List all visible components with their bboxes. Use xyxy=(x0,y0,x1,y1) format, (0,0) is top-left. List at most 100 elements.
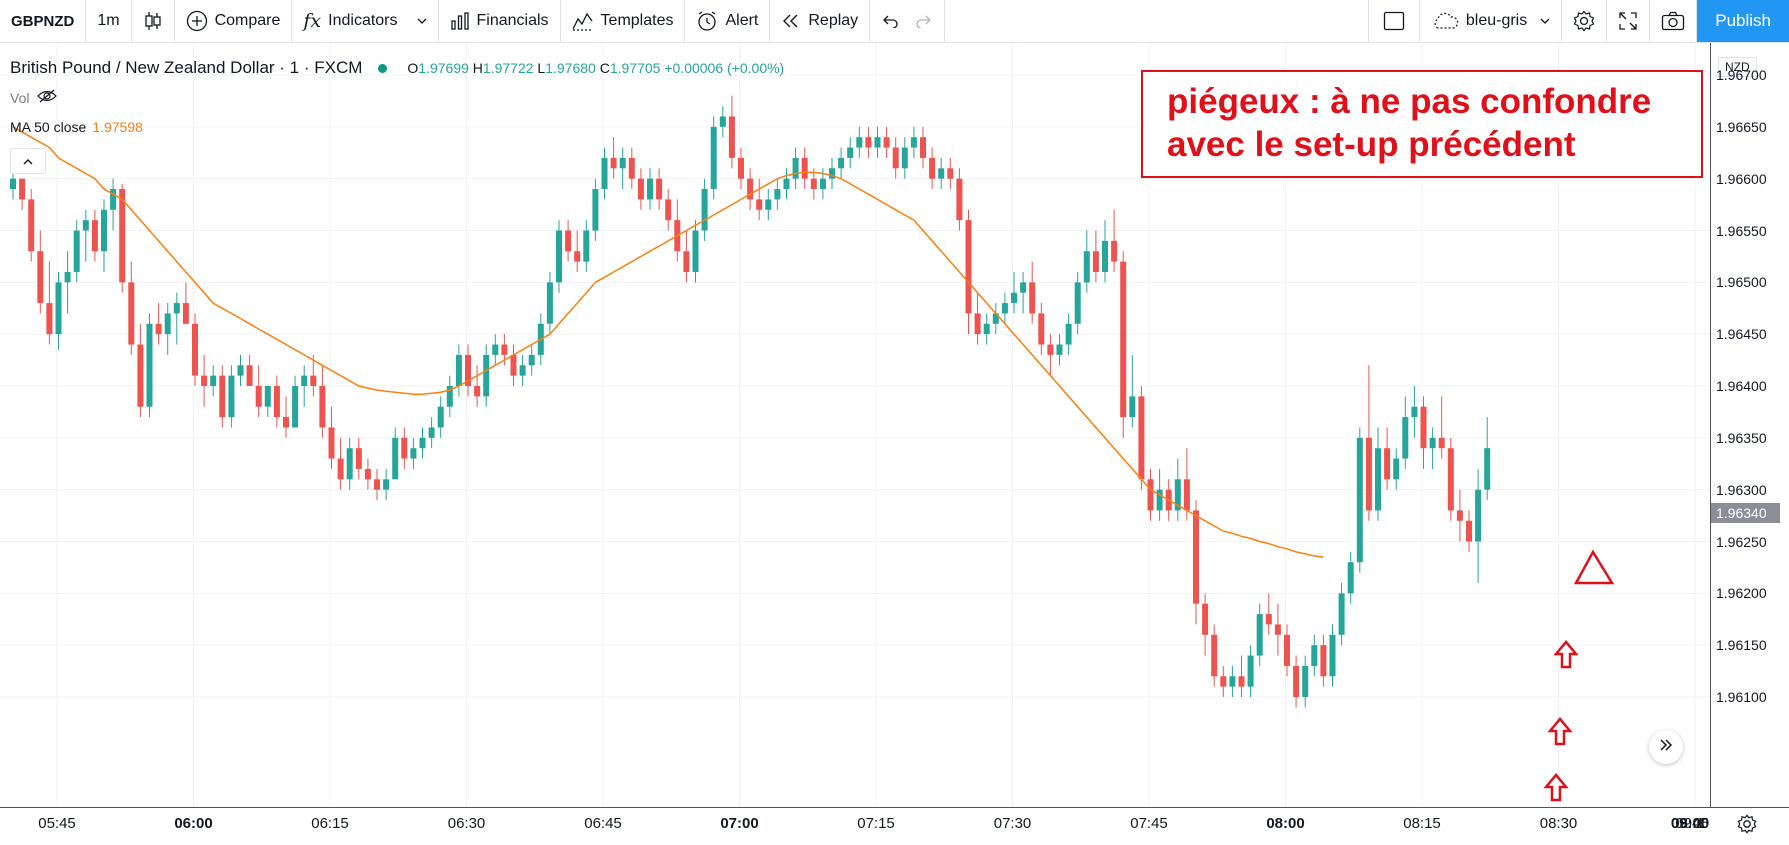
candle-body xyxy=(847,147,854,158)
candle-body xyxy=(428,427,435,438)
candle-body xyxy=(1029,282,1036,314)
eye-hidden-icon[interactable] xyxy=(37,89,58,106)
candle xyxy=(465,344,471,397)
candle xyxy=(201,354,208,407)
replay-button[interactable]: Replay xyxy=(770,0,871,42)
candle xyxy=(592,178,599,241)
candle-body xyxy=(82,220,89,231)
candle-body xyxy=(210,375,217,386)
candle-body xyxy=(1347,562,1354,594)
candle xyxy=(692,220,699,283)
time-scale[interactable] xyxy=(0,807,1789,845)
chart-pane[interactable] xyxy=(0,43,1710,807)
indicators-button[interactable]: 𝑓x Indicators xyxy=(292,0,439,42)
scale-settings-button[interactable] xyxy=(1737,814,1757,839)
templates-button[interactable]: Templates xyxy=(561,0,686,42)
candle xyxy=(637,168,644,210)
annotation-line-2: avec le set-up précédent xyxy=(1167,125,1576,164)
candle xyxy=(765,189,772,221)
price-scale[interactable] xyxy=(1710,43,1789,807)
price-tick-label: 1.96500 xyxy=(1716,274,1767,291)
candle-body xyxy=(64,271,71,283)
candle xyxy=(182,282,189,324)
candle-body xyxy=(929,157,936,179)
close-value: 1.97705 xyxy=(609,60,661,76)
open-label: O xyxy=(407,60,419,76)
candle xyxy=(173,292,180,345)
snapshot-button[interactable] xyxy=(1650,0,1698,42)
candle xyxy=(1138,386,1145,490)
undo-icon[interactable] xyxy=(881,14,899,28)
candle-body xyxy=(1238,676,1245,687)
candle xyxy=(1402,396,1409,469)
candle-body xyxy=(874,137,881,148)
price-chart[interactable] xyxy=(0,43,1710,807)
alert-button[interactable]: Alert xyxy=(685,0,771,42)
candle xyxy=(64,251,71,314)
candle-body xyxy=(920,137,926,158)
candle xyxy=(583,220,590,272)
candle xyxy=(738,147,744,190)
fullscreen-layout-button[interactable] xyxy=(1367,0,1420,42)
candle-body xyxy=(510,354,517,376)
candle-body xyxy=(637,178,644,200)
candle-body xyxy=(392,437,399,480)
candle-body xyxy=(246,365,253,386)
candle-body xyxy=(1274,624,1281,635)
fullscreen-button[interactable] xyxy=(1607,0,1651,42)
scroll-to-realtime-button[interactable] xyxy=(1649,730,1683,764)
ma-label: MA 50 close xyxy=(10,119,87,135)
symbol-search-button[interactable]: GBPNZD xyxy=(0,0,87,42)
publish-button[interactable]: Publish xyxy=(1697,0,1789,42)
time-tick-label: 05:45 xyxy=(38,815,76,832)
candle xyxy=(910,126,917,158)
symbol-title[interactable]: British Pound / New Zealand Dollar · 1 ·… xyxy=(10,58,363,77)
candle-body xyxy=(1438,437,1445,449)
settings-button[interactable] xyxy=(1562,0,1608,42)
annotation-arrows xyxy=(1543,549,1615,802)
candle xyxy=(510,344,517,386)
candle-body xyxy=(446,386,453,407)
ma-legend[interactable]: MA 50 close 1.97598 xyxy=(10,119,143,135)
candle xyxy=(810,168,817,200)
candle-body xyxy=(1111,240,1118,262)
chart-style-button[interactable] xyxy=(132,0,175,42)
candle-body xyxy=(355,448,362,469)
candle xyxy=(728,95,735,169)
volume-legend[interactable]: Vol xyxy=(10,89,58,106)
candle-body xyxy=(738,157,744,179)
financials-button[interactable]: Financials xyxy=(439,0,561,42)
candle xyxy=(1265,593,1272,635)
candle xyxy=(246,354,253,386)
candle xyxy=(273,375,280,428)
candle xyxy=(192,313,198,386)
candle-body xyxy=(1429,437,1436,449)
candle-body xyxy=(1038,313,1045,345)
candle-body xyxy=(319,386,326,428)
candle-body xyxy=(110,189,117,210)
interval-button[interactable]: 1m xyxy=(86,0,132,42)
candle xyxy=(346,437,353,490)
candle-body xyxy=(829,168,835,179)
price-tick-label: 1.96150 xyxy=(1716,637,1767,654)
candle-body xyxy=(374,479,380,490)
currency-label[interactable]: NZD xyxy=(1718,57,1757,77)
candle-body xyxy=(801,157,808,179)
candle-body xyxy=(1447,448,1454,511)
candle xyxy=(37,230,44,314)
compare-button[interactable]: Compare xyxy=(175,0,293,42)
annotation-textbox[interactable]: piégeux : à ne pas confondre avec le set… xyxy=(1141,70,1703,178)
layout-name-button[interactable]: bleu-gris xyxy=(1420,0,1563,42)
rewind-icon xyxy=(781,13,801,29)
candle-body xyxy=(956,178,963,221)
candle-body xyxy=(910,137,917,148)
open-value: 1.97699 xyxy=(418,60,469,76)
redo-icon[interactable] xyxy=(915,14,933,28)
candle-body xyxy=(619,157,626,169)
candle-body xyxy=(1365,437,1372,511)
candle xyxy=(956,168,963,231)
candle-body xyxy=(228,375,235,418)
candle xyxy=(1001,292,1008,324)
collapse-legend-button[interactable] xyxy=(10,148,46,174)
candle-body xyxy=(1402,417,1409,459)
